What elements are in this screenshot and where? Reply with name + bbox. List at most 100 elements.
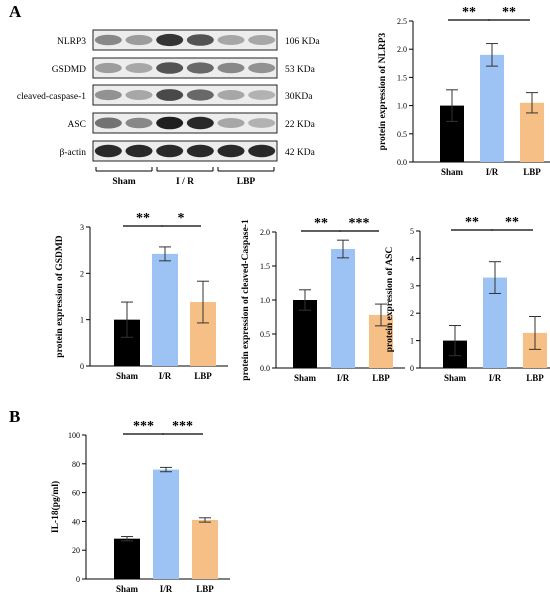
category-label: Sham	[441, 167, 464, 177]
blot-band	[156, 62, 184, 74]
y-tick-label: 5	[410, 227, 414, 236]
blot-size-label: 30KDa	[285, 92, 313, 102]
category-label: Sham	[116, 371, 139, 381]
blot-band	[186, 34, 214, 46]
blot-protein-label: GSDMD	[52, 65, 86, 75]
bar-ir	[480, 54, 504, 163]
blot-size-label: 42 KDa	[285, 148, 316, 158]
blot-band	[125, 63, 153, 73]
y-tick-label: 1	[80, 316, 84, 325]
category-label: LBP	[196, 584, 214, 594]
blot-band	[94, 144, 122, 158]
blot-band	[217, 62, 245, 74]
blot-band	[186, 144, 214, 158]
blot-band	[248, 35, 276, 45]
blot-band	[94, 62, 122, 74]
panel-label-a: A	[9, 2, 22, 21]
blot-band	[248, 118, 276, 128]
y-tick-label: 100	[68, 431, 80, 440]
western-blot: NLRP3 106 KDa GSDMD 53 KDa cleaved-caspase-1…	[17, 29, 320, 187]
blot-band	[94, 89, 122, 101]
y-tick-label: 60	[72, 489, 80, 498]
blot-band	[125, 90, 153, 100]
blot-protein-label: NLRP3	[57, 37, 86, 47]
blot-group-label: Sham	[112, 177, 135, 187]
blot-size-label: 22 KDa	[285, 120, 316, 130]
y-axis-title: IL-18(pg/ml)	[50, 481, 61, 533]
y-tick-label: 2	[80, 269, 84, 278]
blot-band	[248, 62, 276, 74]
y-tick-label: 1.0	[260, 296, 270, 305]
significance-label: ***	[349, 216, 370, 231]
significance-label: **	[136, 211, 150, 226]
y-tick-label: 2.5	[397, 17, 407, 26]
category-label: I/R	[159, 371, 172, 381]
y-tick-label: 4	[410, 254, 414, 263]
blot-band	[94, 117, 122, 129]
y-tick-label: 1	[410, 337, 414, 346]
category-label: Sham	[294, 373, 317, 383]
blot-band	[217, 144, 245, 158]
blot-band	[156, 116, 184, 130]
y-tick-label: 0.0	[260, 364, 270, 373]
blot-size-label: 106 KDa	[285, 37, 320, 47]
y-tick-label: 3	[80, 223, 84, 232]
blot-band	[94, 34, 122, 46]
category-label: Sham	[444, 373, 467, 383]
blot-band	[248, 90, 276, 100]
y-tick-label: 40	[72, 517, 80, 526]
blot-band	[217, 90, 245, 100]
blot-band	[156, 89, 184, 101]
y-tick-label: 80	[72, 460, 80, 469]
category-label: I/R	[337, 373, 350, 383]
y-tick-label: 0	[80, 362, 84, 371]
category-label: LBP	[526, 373, 544, 383]
category-label: I/R	[489, 373, 502, 383]
y-tick-label: 1.0	[397, 102, 407, 111]
blot-band	[186, 116, 214, 130]
panel-label-b: B	[9, 407, 21, 426]
blot-band	[217, 118, 245, 128]
y-tick-label: 0	[410, 364, 414, 373]
blot-band	[125, 34, 153, 46]
significance-label: **	[462, 5, 476, 20]
blot-band	[248, 144, 276, 158]
significance-label: **	[502, 5, 516, 20]
category-label: Sham	[116, 584, 139, 594]
significance-label: **	[465, 215, 479, 230]
blot-band	[156, 33, 184, 47]
bar-ir	[331, 249, 355, 368]
blot-band	[125, 117, 153, 129]
y-axis-title: protein expression of ASC	[385, 247, 395, 353]
y-axis-title: protein expression of GSDMD	[55, 235, 65, 357]
y-tick-label: 0.5	[397, 130, 407, 139]
blot-protein-label: β-actin	[60, 148, 87, 158]
bar-lbp	[192, 519, 218, 579]
y-tick-label: 0.5	[260, 330, 270, 339]
y-tick-label: 1.5	[260, 262, 270, 271]
bar-sham	[114, 538, 140, 579]
category-label: LBP	[372, 373, 390, 383]
category-label: I/R	[486, 167, 499, 177]
significance-label: **	[314, 216, 328, 231]
significance-label: ***	[172, 419, 193, 434]
blot-band	[186, 62, 214, 74]
y-tick-label: 3	[410, 282, 414, 291]
blot-size-label: 53 KDa	[285, 65, 316, 75]
blot-band	[186, 89, 214, 101]
y-tick-label: 2.0	[397, 45, 407, 54]
y-tick-label: 0.0	[397, 158, 407, 167]
blot-protein-label: ASC	[68, 120, 86, 130]
category-label: LBP	[194, 371, 212, 381]
blot-band	[125, 144, 153, 158]
category-label: LBP	[523, 167, 541, 177]
y-tick-label: 2.0	[260, 228, 270, 237]
bar-sham	[293, 300, 317, 368]
y-axis-title: protein expression of NLRP3	[378, 32, 388, 150]
bar-ir	[152, 253, 178, 366]
significance-label: **	[505, 215, 519, 230]
